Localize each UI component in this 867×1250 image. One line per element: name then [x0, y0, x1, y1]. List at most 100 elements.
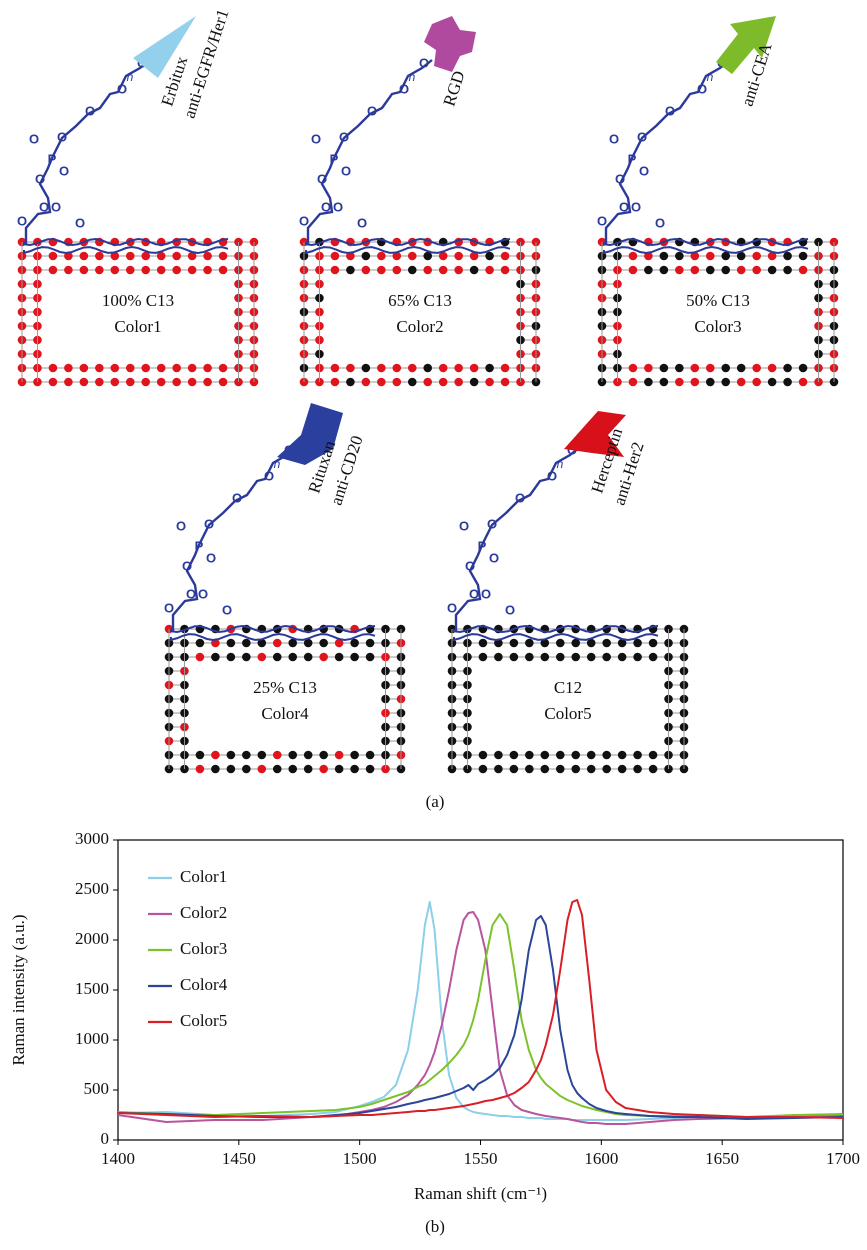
atom-label: O: [57, 129, 67, 144]
carbon-atom: [660, 364, 669, 373]
carbon-atom: [691, 266, 700, 275]
carbon-atom: [571, 751, 580, 760]
carbon-atom: [335, 751, 344, 760]
carbon-atom: [602, 653, 611, 662]
panel-a-label: (a): [426, 792, 445, 811]
carbon-atom: [319, 639, 328, 648]
x-tick-label: 1550: [464, 1149, 498, 1168]
ligand-label: RGD: [439, 68, 468, 108]
carbon-atom: [377, 364, 386, 373]
x-tick-label: 1700: [826, 1149, 860, 1168]
carbon-atom: [737, 266, 746, 275]
carbon-atom: [541, 653, 550, 662]
carbon-atom: [80, 364, 89, 373]
carbon-atom: [172, 364, 181, 373]
carbon-atom: [319, 765, 328, 774]
color-label: Color2: [396, 317, 443, 336]
carbon-atom: [219, 266, 228, 275]
carbon-atom: [470, 378, 479, 387]
carbon-atom: [141, 378, 150, 387]
isotope-label: 50% C13: [686, 291, 750, 310]
carbon-atom: [157, 378, 166, 387]
atom-label: P: [48, 151, 57, 166]
carbon-atom: [408, 252, 417, 261]
carbon-atom: [408, 364, 417, 373]
carbon-atom: [799, 252, 808, 261]
isotope-label: 65% C13: [388, 291, 452, 310]
carbon-atom: [288, 765, 297, 774]
carbon-atom: [660, 378, 669, 387]
carbon-atom: [242, 653, 251, 662]
carbon-atom: [219, 378, 228, 387]
carbon-atom: [126, 378, 135, 387]
carbon-atom: [629, 378, 638, 387]
atom-label: O: [419, 55, 429, 70]
carbon-atom: [799, 364, 808, 373]
carbon-atom: [304, 765, 313, 774]
atom-label: O: [489, 550, 499, 565]
carbon-atom: [501, 378, 510, 387]
carbon-atom: [49, 266, 58, 275]
carbon-atom: [691, 364, 700, 373]
carbon-atom: [501, 364, 510, 373]
y-tick-label: 1000: [75, 1029, 109, 1048]
carbon-atom: [366, 639, 375, 648]
carbon-atom: [633, 639, 642, 648]
atom-label: O: [264, 468, 274, 483]
carbon-atom: [80, 252, 89, 261]
carbon-atom: [706, 378, 715, 387]
atom-label: O: [469, 586, 479, 601]
atom-label: O: [481, 586, 491, 601]
carbon-atom: [64, 378, 73, 387]
carbon-atom: [479, 751, 488, 760]
carbon-atom: [288, 653, 297, 662]
carbon-atom: [203, 364, 212, 373]
panel-b-label: (b): [425, 1217, 445, 1236]
carbon-atom: [479, 639, 488, 648]
carbon-atom: [350, 765, 359, 774]
carbon-atom: [126, 364, 135, 373]
carbon-atom: [172, 252, 181, 261]
carbon-atom: [633, 653, 642, 662]
carbon-atom: [188, 364, 197, 373]
atom-label: O: [547, 468, 557, 483]
atom-label: O: [117, 81, 127, 96]
carbon-atom: [649, 751, 658, 760]
carbon-atom: [211, 653, 220, 662]
color-label: Color1: [114, 317, 161, 336]
carbon-atom: [188, 266, 197, 275]
atom-label: O: [447, 600, 457, 615]
carbon-atom: [95, 364, 104, 373]
carbon-atom: [510, 639, 519, 648]
carbon-atom: [273, 765, 282, 774]
y-tick-label: 2500: [75, 879, 109, 898]
carbon-atom: [126, 252, 135, 261]
carbon-atom: [242, 639, 251, 648]
carbon-atom: [196, 653, 205, 662]
nanotube-panel: OOOOOPOOOOOnORGD65% C13Color2: [299, 16, 540, 386]
carbon-atom: [618, 653, 627, 662]
peg-linker: [308, 60, 432, 244]
carbon-atom: [273, 751, 282, 760]
atom-label: P: [330, 151, 339, 166]
x-tick-label: 1500: [343, 1149, 377, 1168]
color-label: Color3: [694, 317, 741, 336]
carbon-atom: [649, 639, 658, 648]
carbon-atom: [618, 751, 627, 760]
carbon-atom: [768, 364, 777, 373]
carbon-atom: [377, 266, 386, 275]
carbon-atom: [319, 653, 328, 662]
carbon-atom: [393, 364, 402, 373]
carbon-atom: [157, 266, 166, 275]
page: (a) (b) OOOOOPOOOOOnOErbituxanti-EGFR/He…: [0, 0, 867, 1245]
carbon-atom: [675, 364, 684, 373]
carbon-atom: [783, 252, 792, 261]
carbon-atom: [126, 266, 135, 275]
carbon-atom: [242, 751, 251, 760]
atom-label: O: [59, 163, 69, 178]
y-tick-label: 3000: [75, 829, 109, 848]
carbon-atom: [350, 653, 359, 662]
peg-linker: [173, 447, 297, 631]
carbon-atom: [362, 364, 371, 373]
